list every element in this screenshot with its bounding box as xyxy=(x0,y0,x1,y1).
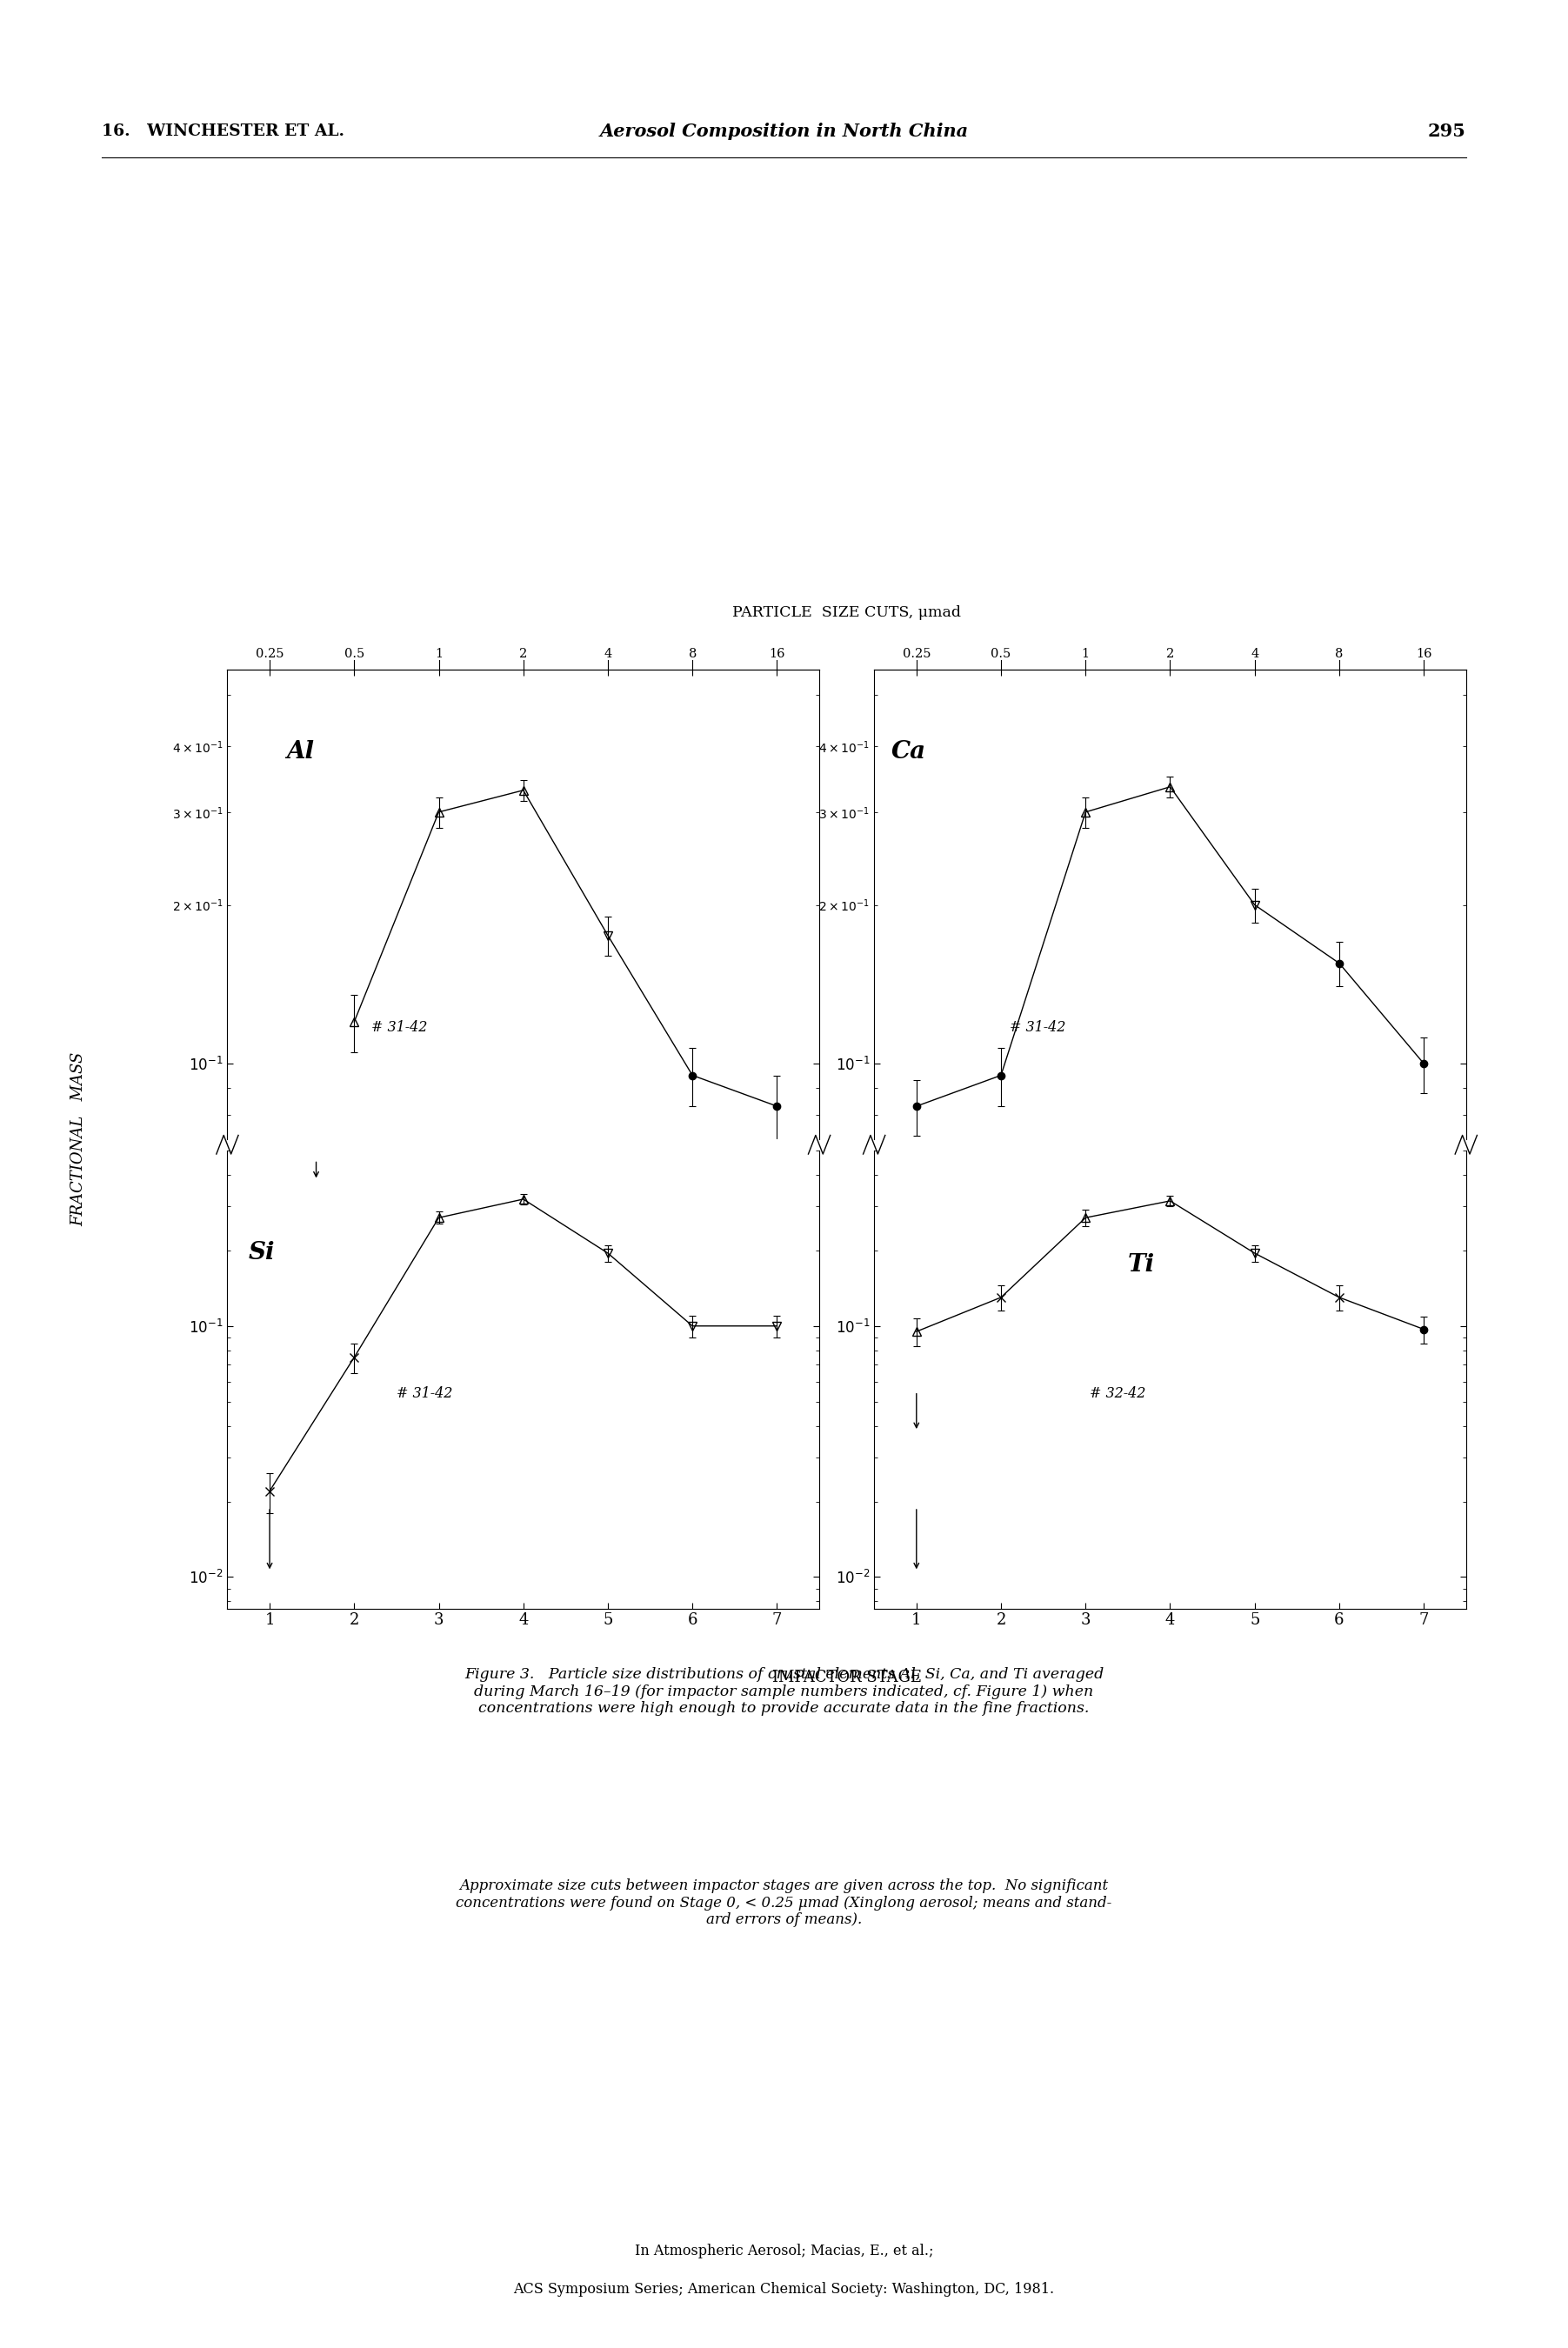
Text: Figure 3.   Particle size distributions of crustal elements Al, Si, Ca, and Ti a: Figure 3. Particle size distributions of… xyxy=(464,1667,1104,1716)
Text: 0.5: 0.5 xyxy=(991,648,1011,660)
Text: Si: Si xyxy=(248,1240,274,1263)
Text: Approximate size cuts between impactor stages are given across the top.  No sign: Approximate size cuts between impactor s… xyxy=(456,1878,1112,1928)
Text: 295: 295 xyxy=(1428,122,1466,141)
Text: 8: 8 xyxy=(688,648,696,660)
Text: # 31-42: # 31-42 xyxy=(1010,1021,1065,1035)
Text: In Atmospheric Aerosol; Macias, E., et al.;: In Atmospheric Aerosol; Macias, E., et a… xyxy=(635,2245,933,2259)
Text: Al: Al xyxy=(287,740,314,763)
Text: 2: 2 xyxy=(519,648,527,660)
Text: 1: 1 xyxy=(1082,648,1090,660)
Text: 0.25: 0.25 xyxy=(902,648,930,660)
Text: 1: 1 xyxy=(434,648,442,660)
Text: 16.   WINCHESTER ET AL.: 16. WINCHESTER ET AL. xyxy=(102,124,345,139)
Text: 0.5: 0.5 xyxy=(343,648,364,660)
Text: Aerosol Composition in North China: Aerosol Composition in North China xyxy=(599,122,969,141)
Text: 16: 16 xyxy=(768,648,786,660)
Text: 2: 2 xyxy=(1167,648,1174,660)
Text: IMPACTOR STAGE: IMPACTOR STAGE xyxy=(771,1669,922,1686)
Text: Ti: Ti xyxy=(1127,1254,1156,1277)
Text: 16: 16 xyxy=(1416,648,1432,660)
Text: # 31-42: # 31-42 xyxy=(397,1385,453,1402)
Text: 0.25: 0.25 xyxy=(256,648,284,660)
Text: # 31-42: # 31-42 xyxy=(372,1021,426,1035)
Text: # 32-42: # 32-42 xyxy=(1090,1385,1146,1402)
Text: ACS Symposium Series; American Chemical Society: Washington, DC, 1981.: ACS Symposium Series; American Chemical … xyxy=(513,2282,1055,2296)
Text: PARTICLE  SIZE CUTS, μmad: PARTICLE SIZE CUTS, μmad xyxy=(732,606,961,620)
Text: 8: 8 xyxy=(1336,648,1344,660)
Text: 4: 4 xyxy=(604,648,612,660)
Text: FRACTIONAL   MASS: FRACTIONAL MASS xyxy=(71,1052,86,1226)
Text: 4: 4 xyxy=(1251,648,1259,660)
Text: Ca: Ca xyxy=(891,740,927,763)
